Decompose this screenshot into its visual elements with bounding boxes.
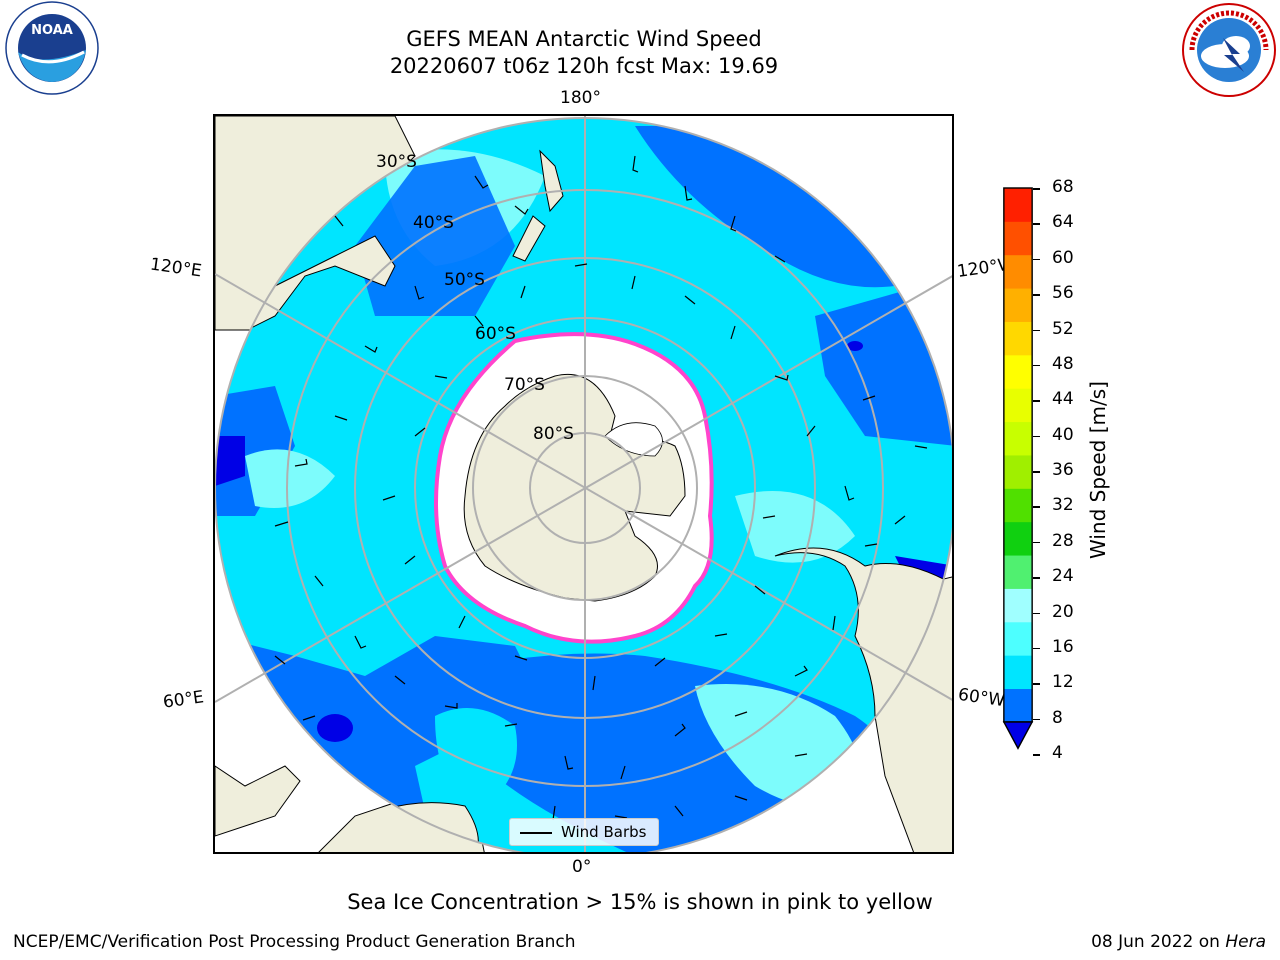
- footer-date-text: 08 Jun 2022 on: [1091, 932, 1226, 952]
- colorbar-tick-label: 32: [1052, 495, 1074, 516]
- colorbar-tick-mark: [1033, 612, 1040, 614]
- colorbar-segment: [1003, 421, 1033, 456]
- colorbar-segment: [1003, 321, 1033, 356]
- colorbar-tick-label: 28: [1052, 530, 1074, 551]
- colorbar-tick-mark: [1033, 435, 1040, 438]
- colorbar-segment: [1003, 221, 1033, 256]
- colorbar-segment: [1003, 621, 1033, 656]
- colorbar-segment: [1003, 521, 1033, 556]
- sea-ice-note: Sea Ice Concentration > 15% is shown in …: [347, 890, 933, 914]
- colorbar-tick-mark: [1033, 329, 1040, 331]
- colorbar-tick-label: 36: [1052, 460, 1074, 480]
- colorbar-tick-label: 16: [1052, 636, 1074, 657]
- colorbar-segment: [1003, 655, 1033, 690]
- colorbar-tick-label: 4: [1052, 743, 1063, 763]
- colorbar-tick-mark: [1033, 577, 1040, 579]
- colorbar-tick-label: 12: [1052, 672, 1074, 693]
- map-canvas: [215, 116, 952, 852]
- colorbar-segment: [1003, 588, 1033, 623]
- lat-label-30: 30°S: [376, 152, 417, 172]
- colorbar: [1002, 187, 1034, 750]
- wind-barb-legend-label: Wind Barbs: [561, 823, 647, 841]
- colorbar-tick-label: 20: [1052, 601, 1074, 622]
- colorbar-tick-mark: [1033, 364, 1040, 367]
- colorbar-segment: [1003, 254, 1033, 289]
- colorbar-tick-label: 44: [1052, 389, 1074, 410]
- lat-label-70: 70°S: [504, 375, 545, 395]
- colorbar-tick-mark: [1033, 506, 1040, 508]
- colorbar-tick-label: 52: [1052, 318, 1074, 339]
- colorbar-tick-mark: [1033, 754, 1040, 756]
- lat-label-60: 60°S: [475, 324, 516, 344]
- colorbar-segment: [1003, 454, 1033, 489]
- lon-label-lower-left: 60°E: [161, 687, 206, 713]
- colorbar-tick-label: 8: [1052, 707, 1063, 728]
- colorbar-tick-mark: [1033, 683, 1040, 685]
- colorbar-tick-label: 64: [1052, 212, 1074, 233]
- colorbar-segment: [1003, 388, 1033, 423]
- map-legend: Wind Barbs: [509, 818, 659, 846]
- lon-label-bottom: 0°: [572, 857, 592, 877]
- colorbar-tick-mark: [1033, 188, 1040, 190]
- colorbar-tick-mark: [1033, 258, 1040, 261]
- colorbar-tick-mark: [1033, 647, 1040, 650]
- footer-date: 08 Jun 2022 on Hera: [1091, 932, 1266, 952]
- colorbar-segment: [1003, 354, 1033, 389]
- footer-host: Hera: [1225, 932, 1266, 952]
- colorbar-tick-label: 60: [1052, 247, 1074, 268]
- noaa-logo: NOAA: [5, 1, 99, 95]
- colorbar-tick-mark: [1033, 223, 1040, 225]
- colorbar-tick-mark: [1033, 294, 1040, 296]
- chart-title: GEFS MEAN Antarctic Wind Speed: [406, 27, 762, 51]
- lon-label-upper-left: 120°E: [148, 254, 203, 282]
- colorbar-tick-mark: [1033, 541, 1040, 544]
- longitude-lines: [215, 116, 952, 852]
- lon-label-lower-right: 60°W: [956, 684, 1007, 712]
- colorbar-tick-mark: [1033, 400, 1040, 402]
- lat-label-80: 80°S: [533, 424, 574, 444]
- colorbar-tick-label: 40: [1052, 424, 1074, 445]
- colorbar-tick-label: 68: [1052, 177, 1074, 197]
- lon-label-top: 180°: [560, 88, 601, 108]
- chart-subtitle: 20220607 t06z 120h fcst Max: 19.69: [389, 54, 779, 78]
- footer-organization: NCEP/EMC/Verification Post Processing Pr…: [13, 932, 576, 952]
- colorbar-segment: [1003, 488, 1033, 523]
- colorbar-segment: [1003, 688, 1033, 723]
- colorbar-segment: [1003, 555, 1033, 589]
- lat-label-50: 50°S: [444, 270, 485, 290]
- nws-logo: [1182, 3, 1276, 97]
- colorbar-tick-label: 48: [1052, 353, 1074, 374]
- colorbar-label: Wind Speed [m/s]: [1086, 381, 1110, 559]
- new-zealand: [512, 149, 564, 262]
- colorbar-tick-label: 24: [1052, 566, 1074, 587]
- colorbar-segment: [1003, 188, 1033, 222]
- wind-barb-legend-line: [520, 832, 552, 834]
- colorbar-tick-mark: [1033, 718, 1040, 721]
- lat-label-40: 40°S: [413, 213, 454, 233]
- svg-text:NOAA: NOAA: [31, 23, 73, 38]
- wind-barbs: [274, 155, 928, 821]
- colorbar-tick-label: 56: [1052, 283, 1074, 304]
- polar-map: [213, 114, 954, 854]
- colorbar-segment: [1003, 288, 1033, 322]
- colorbar-tick-mark: [1033, 471, 1040, 473]
